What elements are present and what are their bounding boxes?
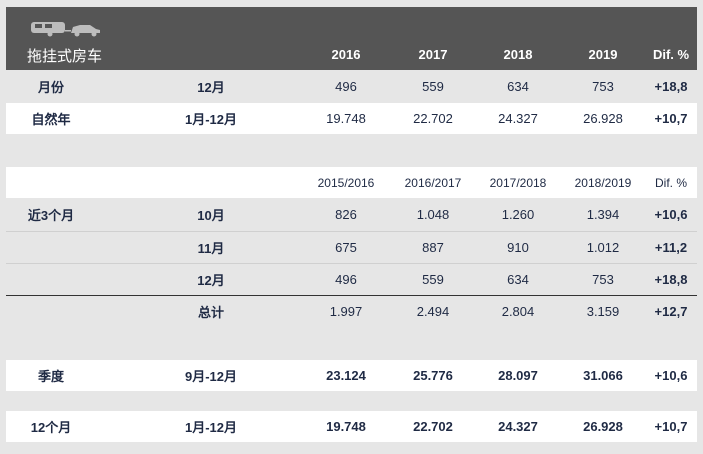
dif-cell: +10,7: [654, 419, 688, 434]
value-cell: 1.394: [586, 207, 620, 222]
row-period: 11月: [197, 241, 225, 256]
season-header: 2016/2017: [404, 175, 462, 190]
value-cell: 22.702: [413, 419, 453, 434]
value-cell: 753: [592, 79, 614, 94]
value-cell: 496: [335, 272, 357, 287]
dif-cell: +10,7: [654, 111, 688, 126]
value-cell: 910: [507, 240, 529, 255]
dif-header: Dif. %: [654, 175, 687, 190]
value-cell: 22.702: [413, 111, 453, 126]
row-period: 1月-12月: [184, 112, 238, 127]
value-cell: 496: [335, 79, 357, 94]
row-label: 近3个月: [27, 208, 75, 223]
total-label: 总计: [197, 305, 224, 320]
year-header-2018: 2018: [503, 47, 533, 62]
twelve-month-row: 12个月 1月-12月 19.748 22.702 24.327 26.928 …: [6, 411, 697, 442]
season-header-row: 2015/2016 2016/2017 2017/2018 2018/2019 …: [6, 167, 697, 198]
value-cell: 1.997: [329, 304, 363, 319]
season-header: 2018/2019: [574, 175, 632, 190]
row-period: 12月: [197, 80, 225, 95]
season-header: 2017/2018: [489, 175, 547, 190]
row-label: 季度: [37, 369, 64, 384]
table-header: 拖挂式房车 2016 2017 2018 2019 Dif. %: [6, 7, 697, 70]
value-cell: 2.494: [416, 304, 450, 319]
total-row: 总计 1.997 2.494 2.804 3.159 +12,7: [6, 296, 697, 327]
value-cell: 19.748: [326, 111, 366, 126]
value-cell: 1.260: [501, 207, 535, 222]
value-cell: 23.124: [326, 368, 366, 383]
value-cell: 1.012: [586, 240, 620, 255]
table-row: 自然年 1月-12月 19.748 22.702 24.327 26.928 +…: [6, 103, 697, 134]
value-cell: 753: [592, 272, 614, 287]
table-title: 拖挂式房车: [27, 48, 103, 65]
dif-cell: +18,8: [654, 272, 688, 287]
dif-cell: +12,7: [654, 304, 688, 319]
year-header-2017: 2017: [418, 47, 448, 62]
value-cell: 26.928: [583, 419, 623, 434]
quarter-row: 季度 9月-12月 23.124 25.776 28.097 31.066 +1…: [6, 360, 697, 391]
table-row: 11月 675 887 910 1.012 +11,2: [6, 231, 697, 263]
total-divider: [6, 295, 697, 296]
value-cell: 2.804: [501, 304, 535, 319]
value-cell: 3.159: [586, 304, 620, 319]
value-cell: 31.066: [583, 368, 623, 383]
value-cell: 634: [507, 272, 529, 287]
row-period: 10月: [197, 208, 225, 223]
value-cell: 25.776: [413, 368, 453, 383]
dif-header: Dif. %: [652, 47, 690, 62]
value-cell: 559: [422, 79, 444, 94]
value-cell: 887: [422, 240, 444, 255]
dif-cell: +11,2: [654, 240, 688, 255]
value-cell: 1.048: [416, 207, 450, 222]
table-row: 近3个月 10月 826 1.048 1.260 1.394 +10,6: [6, 199, 697, 230]
table-row: 月份 12月 496 559 634 753 +18,8: [6, 71, 697, 102]
year-header-2016: 2016: [331, 47, 361, 62]
row-period: 1月-12月: [184, 420, 238, 435]
value-cell: 24.327: [498, 111, 538, 126]
season-header: 2015/2016: [317, 175, 375, 190]
value-cell: 28.097: [498, 368, 538, 383]
row-label: 月份: [37, 80, 64, 95]
dif-cell: +10,6: [654, 207, 688, 222]
row-label: 12个月: [30, 420, 72, 435]
row-period: 9月-12月: [184, 369, 238, 384]
value-cell: 19.748: [326, 419, 366, 434]
value-cell: 559: [422, 272, 444, 287]
caravan-car-icon: [31, 22, 100, 37]
dif-cell: +18,8: [654, 79, 688, 94]
table-row: 12月 496 559 634 753 +18,8: [6, 263, 697, 295]
value-cell: 826: [335, 207, 357, 222]
row-period: 12月: [197, 273, 225, 288]
value-cell: 675: [335, 240, 357, 255]
row-label: 自然年: [31, 112, 71, 127]
value-cell: 634: [507, 79, 529, 94]
year-header-2019: 2019: [588, 47, 618, 62]
dif-cell: +10,6: [654, 368, 688, 383]
value-cell: 26.928: [583, 111, 623, 126]
value-cell: 24.327: [498, 419, 538, 434]
